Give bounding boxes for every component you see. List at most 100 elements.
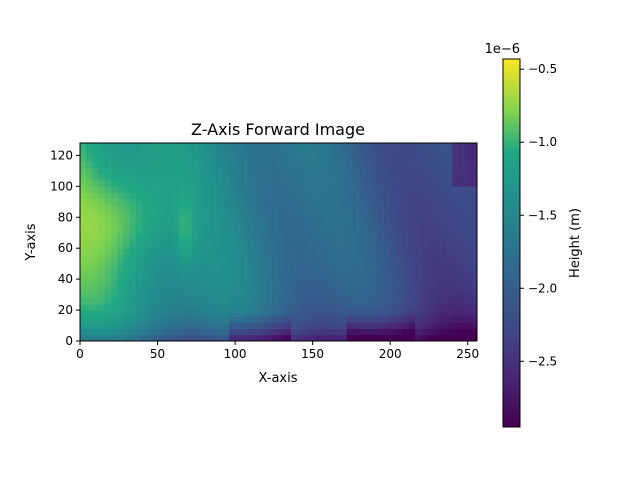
heatmap-cell [228, 248, 236, 255]
heatmap-cell [166, 248, 174, 255]
heatmap-cell [408, 334, 416, 342]
heatmap-cell [191, 192, 199, 200]
heatmap-cell [390, 204, 397, 212]
heatmap-cell [160, 285, 168, 292]
heatmap-cell [191, 173, 199, 181]
heatmap-cell [154, 328, 162, 336]
heatmap-cell [452, 235, 459, 243]
heatmap-cell [216, 254, 224, 261]
heatmap-cell [346, 198, 354, 206]
heatmap-cell [179, 198, 186, 206]
heatmap-cell [377, 204, 385, 212]
heatmap-cell [191, 285, 199, 292]
heatmap-cell [80, 297, 87, 305]
heatmap-cell [179, 229, 186, 237]
heatmap-cell [470, 167, 478, 175]
heatmap-cell [173, 303, 180, 311]
heatmap-cell [284, 272, 292, 280]
heatmap-cell [297, 149, 304, 156]
heatmap-cell [80, 149, 87, 156]
heatmap-cell [297, 279, 304, 286]
heatmap-cell [179, 223, 186, 231]
heatmap-cell [321, 334, 329, 342]
heatmap-cell [346, 242, 354, 249]
heatmap-cell [216, 334, 224, 342]
heatmap-cell [222, 297, 230, 305]
heatmap-cell [439, 198, 447, 206]
heatmap-cell [166, 192, 174, 200]
heatmap-cell [315, 272, 323, 280]
heatmap-cell [352, 155, 360, 162]
heatmap-cell [390, 291, 397, 299]
heatmap-cell [104, 303, 112, 311]
heatmap-cell [142, 279, 149, 286]
heatmap-cell [427, 285, 434, 292]
heatmap-cell [204, 223, 211, 231]
heatmap-cell [216, 223, 224, 231]
heatmap-cell [352, 235, 360, 243]
heatmap-cell [396, 173, 403, 181]
heatmap-cell [160, 303, 168, 311]
heatmap-cell [439, 161, 447, 169]
heatmap-cell [86, 303, 93, 311]
heatmap-cell [371, 149, 379, 156]
heatmap-cell [290, 322, 298, 330]
heatmap-cell [396, 260, 403, 268]
heatmap-cell [179, 322, 186, 330]
heatmap-cell [86, 143, 93, 150]
heatmap-cell [408, 235, 416, 243]
heatmap-cell [135, 229, 143, 237]
heatmap-cell [210, 173, 217, 181]
heatmap-cell [303, 143, 310, 150]
heatmap-cell [414, 285, 422, 292]
heatmap-cell [104, 279, 112, 286]
heatmap-cell [148, 167, 155, 175]
heatmap-cell [266, 155, 273, 162]
heatmap-cell [452, 173, 459, 181]
heatmap-cell [346, 235, 354, 243]
heatmap-cell [111, 260, 118, 268]
heatmap-cell [297, 161, 304, 169]
heatmap-cell [241, 248, 248, 255]
heatmap-cell [470, 285, 478, 292]
heatmap-cell [352, 322, 360, 330]
heatmap-cell [383, 180, 391, 187]
heatmap-cell [266, 316, 273, 323]
heatmap-cell [104, 180, 112, 187]
y-tick-label: 60 [58, 241, 73, 255]
heatmap-cell [340, 322, 348, 330]
heatmap-cell [216, 211, 224, 218]
heatmap-cell [290, 297, 298, 305]
heatmap-cell [458, 285, 465, 292]
heatmap-cell [92, 167, 100, 175]
heatmap-cell [439, 260, 447, 268]
heatmap-cell [129, 242, 137, 249]
heatmap-cell [117, 260, 124, 268]
heatmap-cell [222, 291, 230, 299]
heatmap-cell [191, 204, 199, 212]
heatmap-cell [216, 242, 224, 249]
heatmap-cell [154, 266, 162, 274]
heatmap-cell [340, 316, 348, 323]
heatmap-cell [154, 192, 162, 200]
heatmap-cell [377, 260, 385, 268]
heatmap-cell [421, 204, 428, 212]
heatmap-cell [179, 316, 186, 323]
heatmap-cell [104, 223, 112, 231]
heatmap-cell [352, 303, 360, 311]
heatmap-cell [346, 192, 354, 200]
heatmap-cell [328, 272, 335, 280]
heatmap-cell [154, 242, 162, 249]
heatmap-cell [259, 217, 267, 224]
heatmap-cell [117, 161, 124, 169]
heatmap-cell [154, 186, 162, 193]
heatmap-cell [284, 229, 292, 237]
heatmap-cell [160, 248, 168, 255]
heatmap-cell [421, 223, 428, 231]
heatmap-cell [439, 303, 447, 311]
heatmap-cell [408, 192, 416, 200]
heatmap-cell [154, 223, 162, 231]
heatmap-cell [309, 192, 317, 200]
heatmap-cell [377, 242, 385, 249]
heatmap-cell [104, 310, 112, 317]
